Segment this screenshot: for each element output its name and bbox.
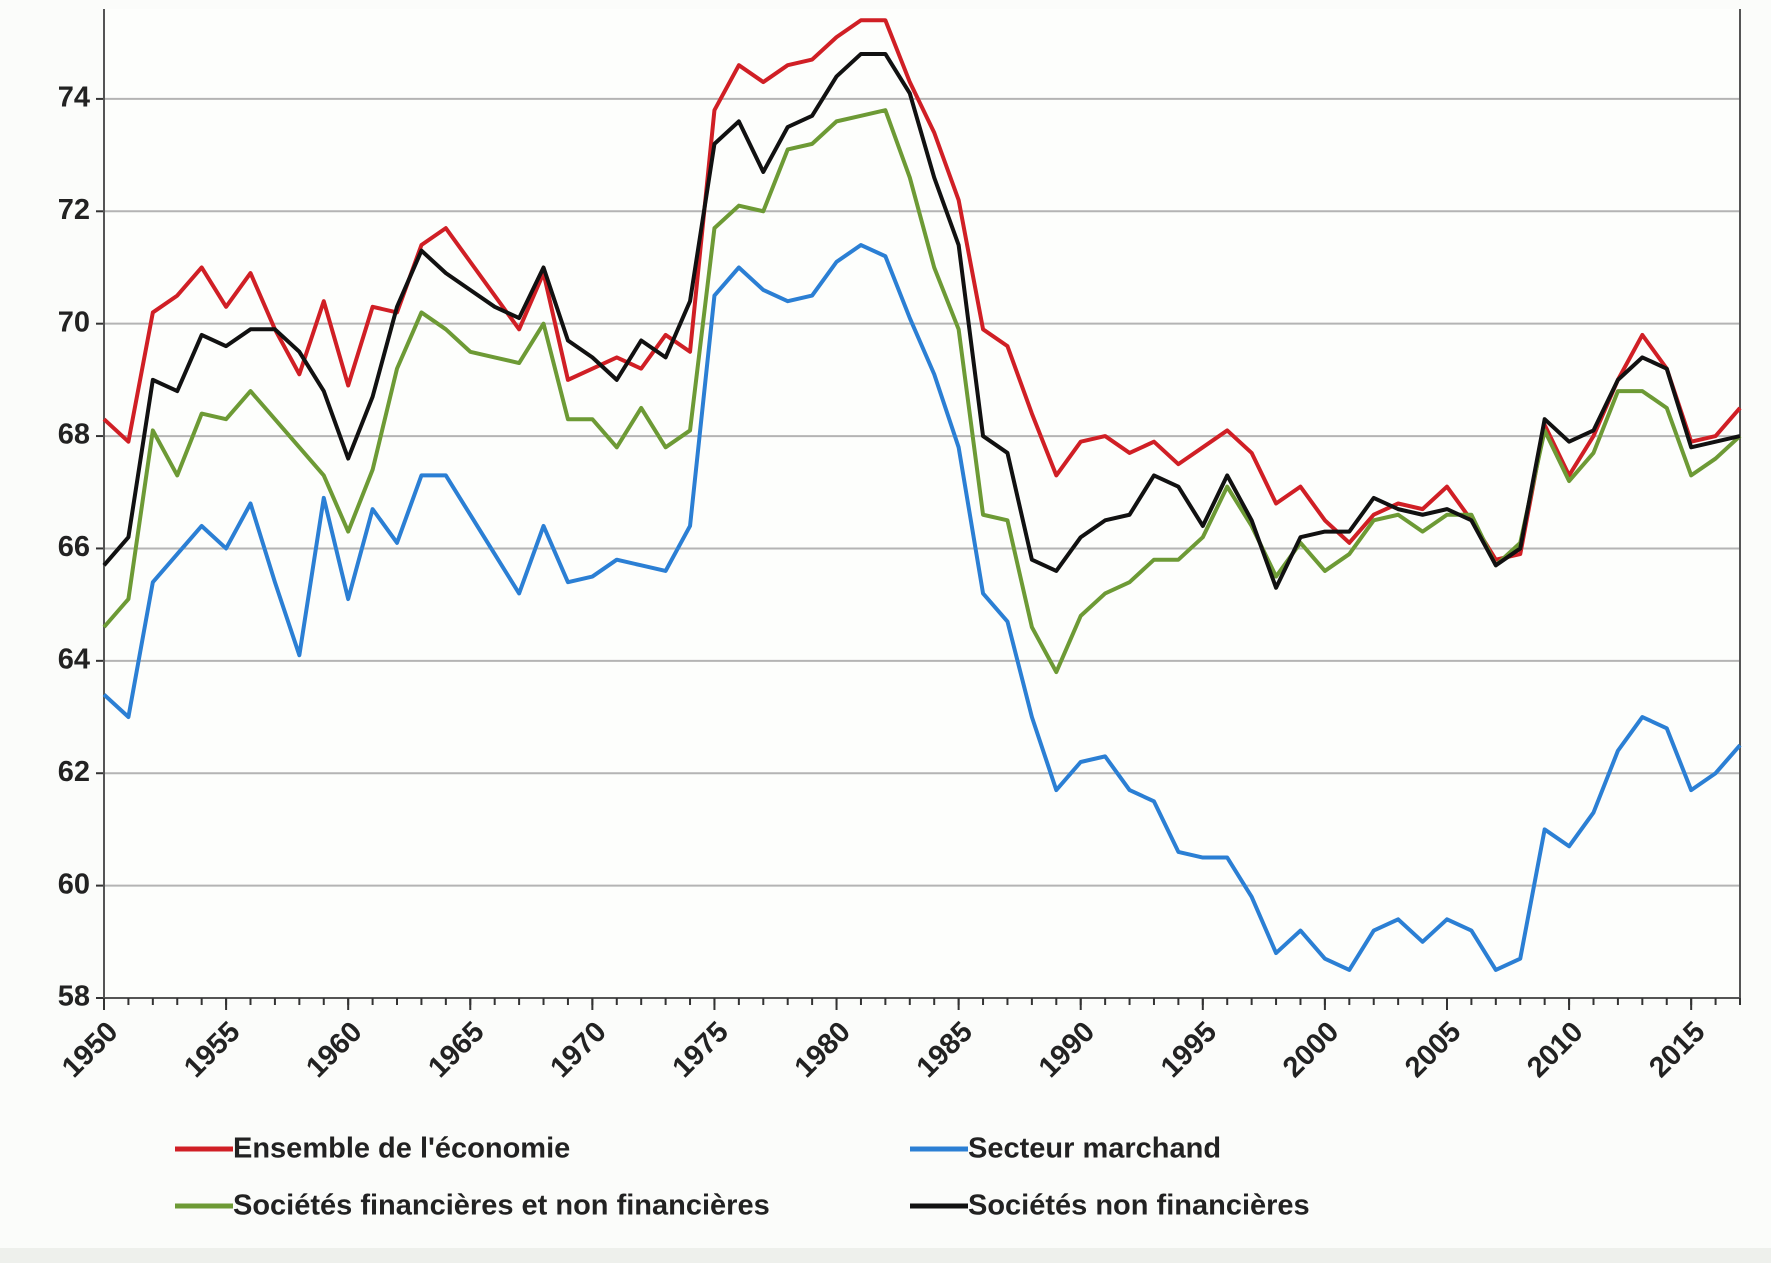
x-tick-label: 2000 [1277,1016,1345,1084]
y-tick-label: 58 [58,981,90,1013]
legend-label: Sociétés non financières [968,1190,1310,1222]
x-tick-label: 2015 [1643,1016,1711,1084]
series-line [102,243,1742,972]
series-line [102,51,1741,590]
x-tick-label: 2010 [1521,1016,1589,1084]
x-tick-label: 1950 [56,1016,124,1084]
legend-label: Secteur marchand [968,1133,1221,1165]
y-tick-label: 70 [58,306,90,338]
y-tick-label: 64 [58,643,90,675]
series-line [102,108,1742,675]
x-tick-label: 1985 [911,1016,979,1084]
y-tick-label: 60 [58,868,90,900]
legend-label: Ensemble de l'économie [233,1133,570,1165]
x-tick-label: 1960 [300,1016,368,1084]
legend-label: Sociétés financières et non financières [233,1190,770,1222]
x-tick-label: 1990 [1033,1016,1101,1084]
bottom-strip [0,1248,1771,1263]
y-tick-label: 74 [58,82,90,114]
x-tick-label: 2005 [1399,1016,1467,1084]
x-tick-label: 1975 [667,1016,735,1084]
y-tick-label: 72 [58,194,90,226]
x-tick-label: 1955 [178,1016,246,1084]
x-tick-label: 1980 [789,1016,857,1084]
x-tick-label: 1965 [422,1016,490,1084]
y-tick-label: 62 [58,756,90,788]
y-tick-label: 66 [58,531,90,563]
y-tick-label: 68 [58,419,90,451]
plot-area [104,9,1740,998]
x-tick-label: 1970 [544,1016,612,1084]
x-tick-label: 1995 [1155,1016,1223,1084]
